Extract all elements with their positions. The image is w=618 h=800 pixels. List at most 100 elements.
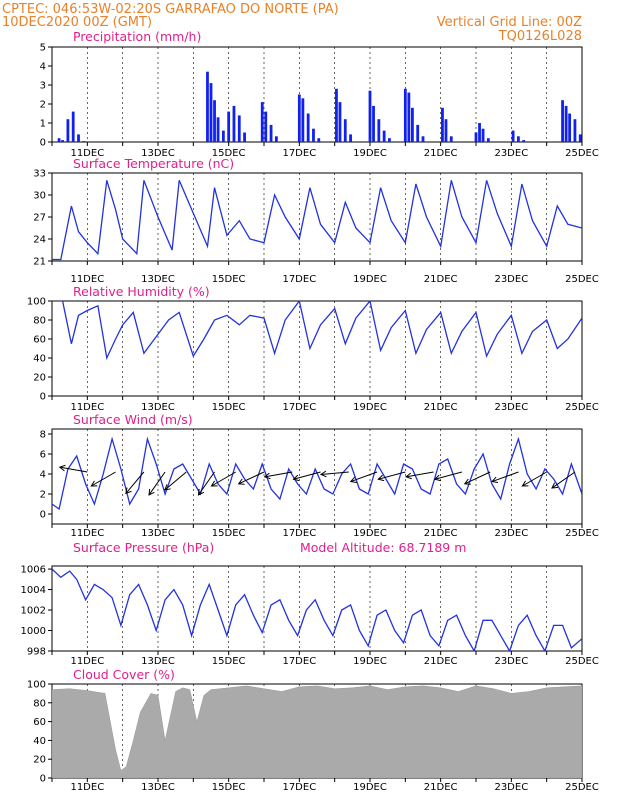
y-tick-label: 1000	[21, 626, 46, 637]
wind-arrow-head	[433, 474, 441, 482]
date-label: 15DEC	[212, 656, 246, 667]
wind-arrow	[319, 470, 349, 478]
date-label: 21DEC	[424, 402, 458, 413]
wind-arrow	[210, 471, 236, 487]
panel-rh: 0 20 40 60 80 100 Relative Humidity (%) 11DEC 13…	[27, 284, 599, 413]
wind-arrow-shaft	[293, 471, 321, 480]
wind-arrow-shaft	[91, 471, 116, 487]
date-label: 11DEC	[70, 528, 104, 539]
panel-title: Precipitation (mm/h)	[73, 29, 201, 44]
y-tick-label: 24	[33, 235, 46, 246]
precip-bar	[301, 98, 305, 142]
y-tick-label: 0	[40, 138, 46, 149]
precip-bar	[306, 113, 310, 142]
series-line	[52, 301, 582, 361]
model-altitude-note: Model Altitude: 68.7189 m	[300, 540, 466, 555]
precip-bar	[82, 141, 86, 142]
precip-bar	[368, 90, 372, 142]
wind-arrow-head	[263, 472, 271, 480]
date-label: 23DEC	[494, 148, 528, 159]
precip-bar	[338, 102, 342, 142]
date-label: 21DEC	[424, 656, 458, 667]
date-label: 15DEC	[212, 528, 246, 539]
data-layer	[52, 568, 582, 651]
y-tick-label: 60	[33, 335, 46, 346]
y-tick-label: 40	[33, 736, 46, 747]
precip-bar	[343, 119, 347, 142]
precip-bar	[77, 134, 80, 142]
wind-arrow	[377, 471, 406, 482]
precip-bar	[71, 111, 75, 142]
precip-bar	[297, 94, 301, 142]
date-label: 17DEC	[282, 528, 316, 539]
precip-bar	[486, 138, 490, 142]
panel-wind: 0 2 4 6 8 Surface Wind (m/s) 11DEC 13DEC 15DEC 17…	[24, 412, 599, 539]
precip-bar	[216, 117, 220, 142]
y-tick-label: 1004	[21, 585, 46, 596]
date-label: 13DEC	[141, 402, 175, 413]
y-tick-label: 3	[40, 81, 46, 92]
wind-arrow	[349, 471, 378, 483]
date-label: 15DEC	[212, 402, 246, 413]
y-tick-label: 80	[33, 698, 46, 709]
wind-arrow-shaft	[164, 471, 187, 491]
panel-temp: 21 24 27 30 33 Surface Temperature (nC) 11DEC 1…	[33, 156, 599, 285]
wind-arrow	[125, 471, 145, 495]
wind-arrow-head	[521, 480, 529, 487]
wind-arrow-shaft	[491, 471, 519, 483]
wind-arrow	[491, 471, 519, 483]
date-label: 25DEC	[565, 656, 599, 667]
wind-arrow-shaft	[464, 471, 491, 485]
precip-bar	[517, 136, 520, 142]
date-label: 19DEC	[353, 782, 387, 793]
date-label: 15DEC	[212, 274, 246, 285]
wind-arrow	[404, 471, 434, 480]
y-tick-label: 2	[40, 490, 46, 501]
wind-arrow-head	[349, 476, 357, 483]
precip-bar	[61, 140, 64, 142]
precip-bar	[411, 107, 414, 142]
panel-title: Surface Pressure (hPa)	[73, 540, 214, 555]
precip-bar	[568, 113, 572, 142]
date-label: 17DEC	[282, 148, 316, 159]
y-tick-label: 5	[40, 43, 46, 54]
wind-arrow-shaft	[59, 466, 88, 473]
precip-bar	[407, 92, 411, 142]
panel-cloud: 0 20 40 60 80 100 Cloud Cover (%) 11DEC 13DEC 15D…	[27, 667, 599, 793]
date-label: 21DEC	[424, 782, 458, 793]
wind-arrow-head	[24, 469, 29, 475]
data-layer	[52, 301, 582, 361]
date-label: 25DEC	[565, 148, 599, 159]
wind-arrow-shaft	[211, 471, 236, 487]
wind-arrow	[197, 471, 215, 496]
header-model-id: TQ0126L028	[498, 29, 582, 44]
precip-bar	[564, 105, 568, 142]
date-label: 19DEC	[353, 148, 387, 159]
precip-bar	[349, 134, 352, 142]
precip-bar	[382, 130, 386, 142]
y-tick-label: 30	[33, 191, 46, 202]
precip-bar	[269, 124, 273, 142]
y-tick-label: 60	[33, 717, 46, 728]
date-label: 25DEC	[565, 402, 599, 413]
wind-arrow	[148, 471, 166, 496]
date-label: 13DEC	[141, 274, 175, 285]
wind-arrow	[551, 471, 576, 489]
date-label: 21DEC	[424, 148, 458, 159]
date-label: 25DEC	[565, 782, 599, 793]
wind-arrow	[521, 471, 547, 487]
wind-arrow-shaft	[148, 471, 166, 496]
precip-bar	[237, 115, 241, 142]
y-tick-label: 8	[40, 430, 46, 441]
series-line	[52, 568, 582, 651]
y-tick-label: 27	[33, 213, 46, 224]
y-tick-label: 2	[40, 100, 46, 111]
wind-arrow-shaft	[378, 471, 406, 480]
date-label: 21DEC	[424, 274, 458, 285]
date-label: 11DEC	[70, 782, 104, 793]
y-tick-label: 1006	[21, 565, 46, 576]
wind-arrow-head	[90, 480, 98, 487]
wind-arrow	[433, 471, 462, 482]
wind-arrow-shaft	[350, 471, 378, 483]
